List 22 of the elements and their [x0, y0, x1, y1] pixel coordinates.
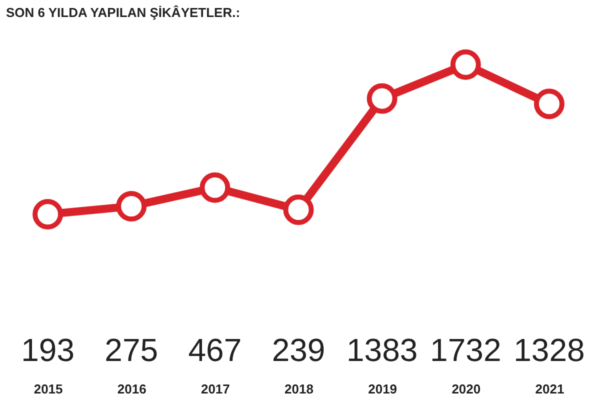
data-label: 1383 — [346, 332, 418, 368]
x-tick-label: 2021 — [535, 382, 564, 396]
x-tick-label: 2016 — [117, 382, 146, 396]
data-label: 275 — [104, 332, 158, 368]
x-tick-label: 2015 — [34, 382, 63, 396]
x-tick-label: 2019 — [368, 382, 398, 396]
x-tick-label: 2018 — [284, 382, 314, 396]
point — [450, 49, 481, 80]
data-label: 1328 — [514, 332, 585, 368]
data-label: 1732 — [430, 332, 502, 368]
point — [534, 88, 564, 120]
data-label: 193 — [21, 332, 74, 368]
point — [32, 199, 64, 230]
data-label: 467 — [188, 332, 242, 368]
point — [200, 172, 230, 203]
point — [283, 194, 314, 225]
chart-title: SON 6 YILDA YAPILAN ŞİKÂYETLER.: — [6, 4, 240, 20]
point — [366, 83, 398, 114]
x-tick-label: 2020 — [452, 382, 481, 396]
point — [116, 191, 147, 222]
x-tick-label: 2017 — [200, 382, 230, 396]
data-label: 239 — [272, 332, 326, 368]
